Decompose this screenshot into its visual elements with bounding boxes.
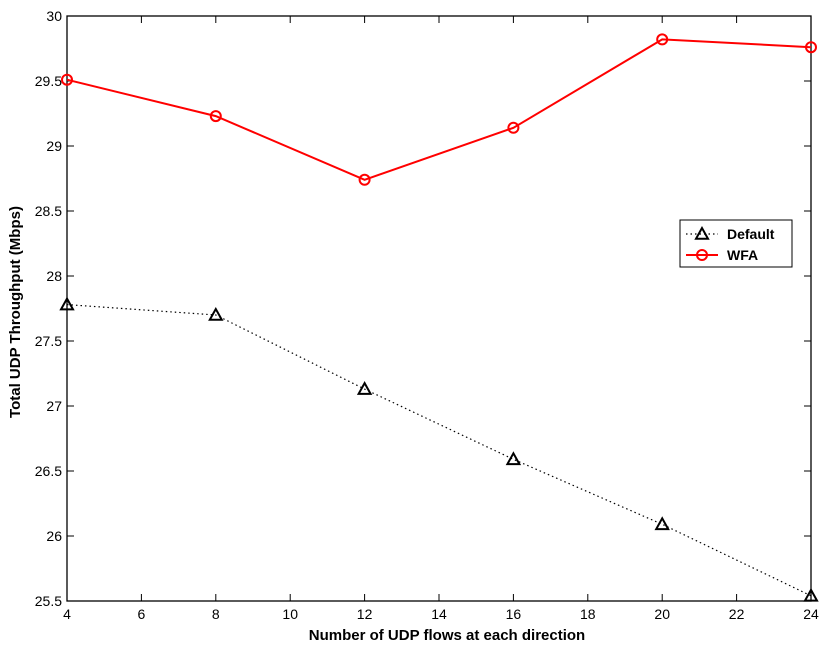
series-line-default xyxy=(66,304,812,597)
y-tick-label: 29.5 xyxy=(35,73,62,89)
y-tick-label: 26.5 xyxy=(35,463,62,479)
y-tick-label: 27 xyxy=(46,398,62,414)
x-tick-label: 24 xyxy=(803,606,819,622)
data-point-default xyxy=(208,306,224,321)
data-point-wfa xyxy=(209,110,222,123)
y-tick-label: 25.5 xyxy=(35,593,62,609)
x-axis-title: Number of UDP flows at each direction xyxy=(309,627,585,644)
legend-marker-default xyxy=(694,225,710,240)
x-tick-label: 14 xyxy=(431,606,447,622)
data-point-default xyxy=(803,587,819,602)
data-point-wfa xyxy=(61,73,73,86)
x-tick-label: 6 xyxy=(138,606,146,622)
x-tick-label: 8 xyxy=(212,606,220,622)
data-point-default xyxy=(654,516,670,531)
data-point-wfa xyxy=(358,173,371,186)
x-tick-label: 4 xyxy=(63,606,71,622)
plot-frame xyxy=(66,15,812,602)
data-point-default xyxy=(356,381,373,395)
y-tick-label: 27.5 xyxy=(35,333,62,349)
y-tick-label: 28 xyxy=(46,268,62,284)
plot-border xyxy=(66,15,812,602)
data-point-wfa xyxy=(656,33,669,46)
data-point-wfa xyxy=(507,121,520,134)
x-tick-label: 10 xyxy=(282,606,298,622)
series-layer xyxy=(59,33,819,602)
x-tick-label: 16 xyxy=(506,606,522,622)
series-default xyxy=(59,296,819,602)
y-axis-ticks: 25.5 26 26.5 27 27.5 28 28.5 29 29.5 30 xyxy=(35,8,811,609)
x-tick-label: 12 xyxy=(357,606,373,622)
legend-label-wfa: WFA xyxy=(727,247,758,263)
legend: Default WFA xyxy=(679,219,793,268)
y-tick-label: 28.5 xyxy=(35,203,62,219)
data-point-default xyxy=(59,296,75,311)
x-tick-label: 20 xyxy=(654,606,670,622)
data-point-default xyxy=(505,451,522,466)
legend-label-default: Default xyxy=(727,226,775,242)
x-tick-label: 22 xyxy=(729,606,745,622)
x-axis-ticks: 4 6 8 10 12 14 16 18 20 22 24 xyxy=(63,16,819,622)
x-tick-label: 18 xyxy=(580,606,596,622)
y-axis-title: Total UDP Throughput (Mbps) xyxy=(7,206,24,418)
series-line-wfa xyxy=(66,38,812,181)
y-tick-label: 26 xyxy=(46,528,62,544)
y-tick-label: 29 xyxy=(46,138,62,154)
data-point-wfa xyxy=(805,41,817,54)
y-tick-label: 30 xyxy=(46,8,62,24)
legend-marker-wfa xyxy=(696,249,708,261)
series-wfa xyxy=(61,33,817,186)
